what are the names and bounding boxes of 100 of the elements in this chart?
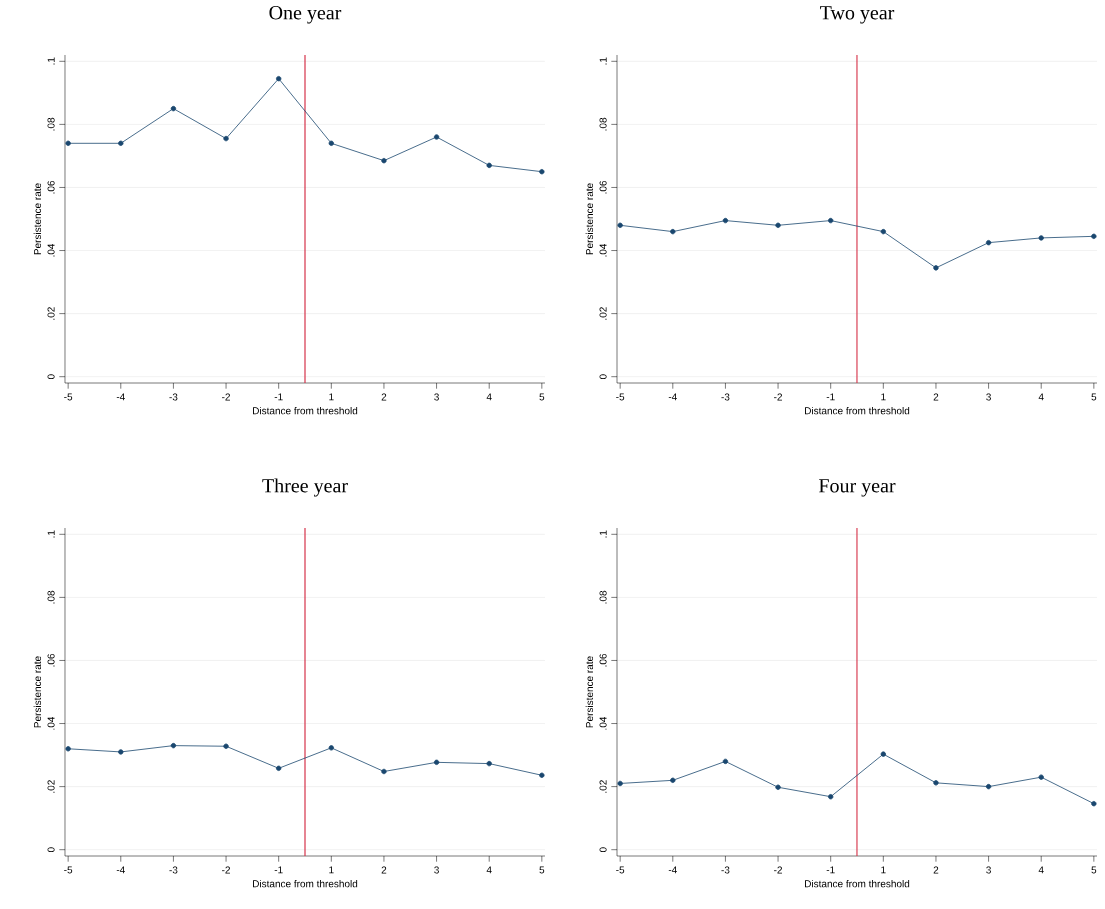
x-tick-label: -4 — [668, 393, 677, 401]
x-axis-title: Distance from threshold — [805, 406, 910, 415]
y-tick-label: .04 — [47, 716, 55, 730]
x-tick-label: 5 — [539, 393, 545, 401]
point — [985, 783, 992, 790]
x-tick-label: -4 — [116, 866, 125, 874]
y-tick-label: .08 — [47, 590, 55, 604]
y-axis-title: Persistence rate — [585, 183, 594, 255]
point — [433, 134, 440, 140]
x-tick-label: -2 — [222, 393, 230, 401]
y-tick-label: .02 — [47, 780, 55, 793]
x-tick-label: 2 — [381, 393, 387, 401]
x-axis-title: Distance from threshold — [253, 406, 358, 415]
x-axis-title: Distance from threshold — [805, 879, 910, 888]
x-tick-label: -4 — [116, 393, 125, 401]
y-tick-label: .04 — [599, 243, 607, 257]
x-tick-label: 4 — [486, 393, 492, 401]
y-tick-label: 0 — [47, 847, 55, 853]
y-tick-label: .04 — [599, 716, 607, 730]
point — [539, 772, 545, 778]
point — [1091, 233, 1097, 240]
x-tick-label: -3 — [169, 393, 178, 401]
chart-title: One year — [269, 6, 342, 24]
point — [933, 265, 939, 271]
x-tick-label: 5 — [539, 866, 545, 874]
point — [670, 228, 676, 235]
x-tick-label: -5 — [64, 393, 73, 401]
x-tick-label: -4 — [668, 866, 677, 874]
x-tick-label: 1 — [329, 866, 334, 874]
x-tick-label: 1 — [881, 393, 886, 401]
y-axis-title: Persistence rate — [585, 656, 594, 728]
point — [617, 222, 623, 228]
point — [170, 742, 177, 749]
point — [1038, 235, 1044, 241]
point — [381, 157, 387, 164]
x-tick-label: -5 — [616, 393, 625, 401]
point — [539, 169, 545, 175]
point — [433, 759, 440, 765]
y-tick-label: .02 — [599, 307, 607, 320]
chart-title: Two year — [820, 6, 895, 24]
x-tick-label: 4 — [1038, 393, 1044, 401]
x-tick-label: 4 — [1038, 866, 1044, 874]
point — [65, 140, 71, 146]
point — [65, 746, 71, 752]
point — [985, 239, 992, 246]
x-tick-label: 4 — [486, 866, 492, 874]
y-tick-label: .06 — [47, 180, 55, 194]
y-tick-label: .06 — [599, 653, 607, 667]
point — [933, 780, 939, 786]
y-tick-label: .02 — [47, 307, 55, 320]
point — [670, 777, 676, 783]
point — [486, 162, 492, 169]
y-tick-label: 0 — [47, 374, 55, 380]
point — [1091, 800, 1097, 807]
x-tick-label: -3 — [721, 866, 730, 874]
point — [828, 217, 834, 224]
y-tick-label: .08 — [47, 117, 55, 131]
y-tick-label: .06 — [599, 180, 607, 194]
y-tick-label: .1 — [47, 530, 55, 538]
x-tick-label: -1 — [826, 866, 835, 874]
point — [722, 217, 729, 224]
y-axis-title: Persistence rate — [33, 656, 42, 728]
chart-title: Four year — [818, 479, 896, 497]
x-tick-label: -2 — [774, 866, 783, 874]
y-tick-label: 0 — [599, 847, 607, 853]
x-tick-label: 3 — [434, 866, 439, 874]
point — [880, 751, 886, 757]
point — [118, 140, 124, 146]
y-tick-label: .04 — [47, 243, 55, 257]
x-tick-label: -5 — [64, 866, 73, 874]
point — [328, 745, 334, 751]
point — [328, 140, 334, 146]
x-tick-label: -2 — [222, 866, 230, 874]
x-tick-label: 2 — [933, 393, 939, 401]
x-tick-label: -3 — [721, 393, 730, 401]
point — [722, 758, 729, 765]
y-axis-title: Persistence rate — [33, 183, 42, 255]
y-tick-label: 0 — [599, 374, 607, 380]
y-tick-label: .1 — [47, 57, 55, 65]
point — [223, 135, 229, 142]
x-tick-label: 5 — [1091, 393, 1097, 401]
point — [1038, 774, 1044, 780]
x-tick-label: -3 — [169, 866, 178, 874]
point — [170, 105, 177, 112]
point — [880, 228, 886, 235]
point — [486, 760, 492, 767]
point — [381, 768, 387, 775]
x-tick-label: 2 — [933, 866, 939, 874]
x-tick-label: 3 — [986, 393, 991, 401]
point — [276, 765, 282, 771]
point — [828, 794, 834, 800]
x-tick-label: 1 — [881, 866, 886, 874]
x-tick-label: -5 — [616, 866, 625, 874]
chart-title: Three year — [262, 478, 348, 497]
x-tick-label: -2 — [774, 393, 783, 401]
y-tick-label: .08 — [599, 117, 607, 131]
point — [775, 784, 781, 790]
point — [617, 780, 623, 787]
x-tick-label: 3 — [986, 866, 991, 874]
y-tick-label: .08 — [599, 590, 607, 604]
